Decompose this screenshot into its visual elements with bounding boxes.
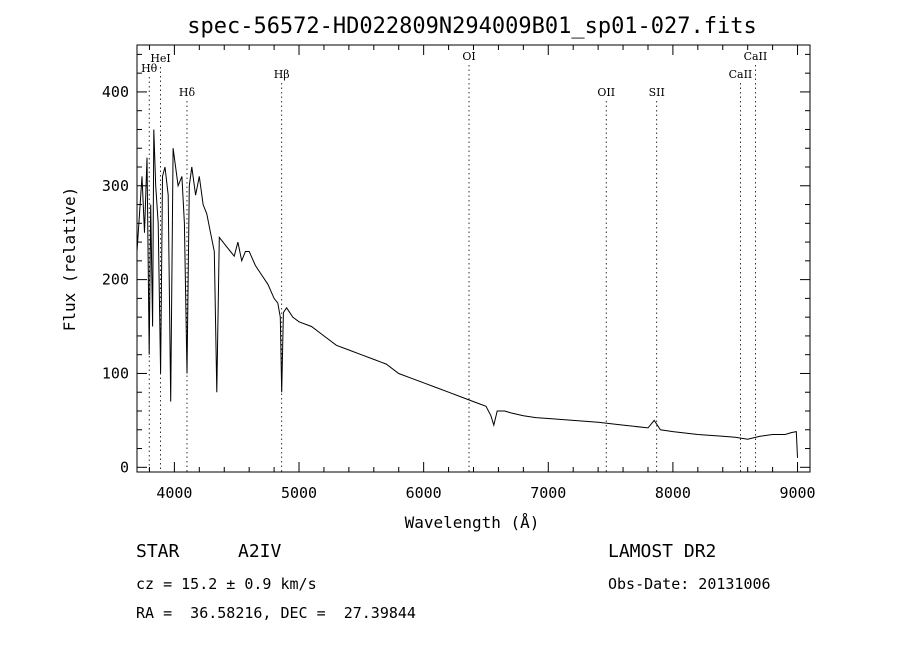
x-axis-label: Wavelength (Å): [405, 513, 540, 532]
x-tick-label: 5000: [281, 484, 317, 502]
x-tick-label: 6000: [406, 484, 442, 502]
spectral-line-label: Hβ: [274, 68, 290, 81]
axis-ticks: [137, 45, 810, 472]
y-axis-label: Flux (relative): [60, 187, 79, 332]
spectral-line-label: OI: [462, 50, 475, 63]
redshift-label: cz = 15.2 ± 0.9 km/s: [136, 575, 317, 593]
spectral-line-label: SII: [649, 86, 665, 99]
spectrum-series-line: [136, 129, 798, 458]
y-tick-label: 400: [102, 83, 129, 101]
spectral-line-label: OII: [597, 86, 615, 99]
x-tick-label: 9000: [779, 484, 815, 502]
y-tick-label: 0: [120, 458, 129, 476]
spectral-line-label: CaII: [729, 68, 753, 81]
y-tick-label: 300: [102, 177, 129, 195]
plot-frame: [136, 44, 811, 473]
survey-label: LAMOST DR2: [608, 541, 717, 562]
x-tick-label: 7000: [530, 484, 566, 502]
x-tick-label: 4000: [156, 484, 192, 502]
spectral-line-label: Hθ: [141, 62, 158, 75]
spectral-subclass-label: A2IV: [238, 541, 282, 562]
y-tick-label: 200: [102, 271, 129, 289]
x-tick-label: 8000: [655, 484, 691, 502]
y-tick-label: 100: [102, 364, 129, 382]
object-type-label: STAR: [136, 541, 180, 562]
spectral-line-label: Hδ: [179, 86, 196, 99]
axis-tick-labels: 4000 5000 6000 7000 8000 9000 0 100 200 300 400: [102, 83, 816, 502]
spectral-line-label: CaII: [744, 50, 768, 63]
chart-title: spec-56572-HD022809N294009B01_sp01-027.f…: [187, 14, 757, 39]
coordinates-label: RA = 36.58216, DEC = 27.39844: [136, 604, 416, 622]
obs-date-label: Obs-Date: 20131006: [608, 575, 771, 593]
spectral-line-label: HeI: [150, 52, 170, 65]
